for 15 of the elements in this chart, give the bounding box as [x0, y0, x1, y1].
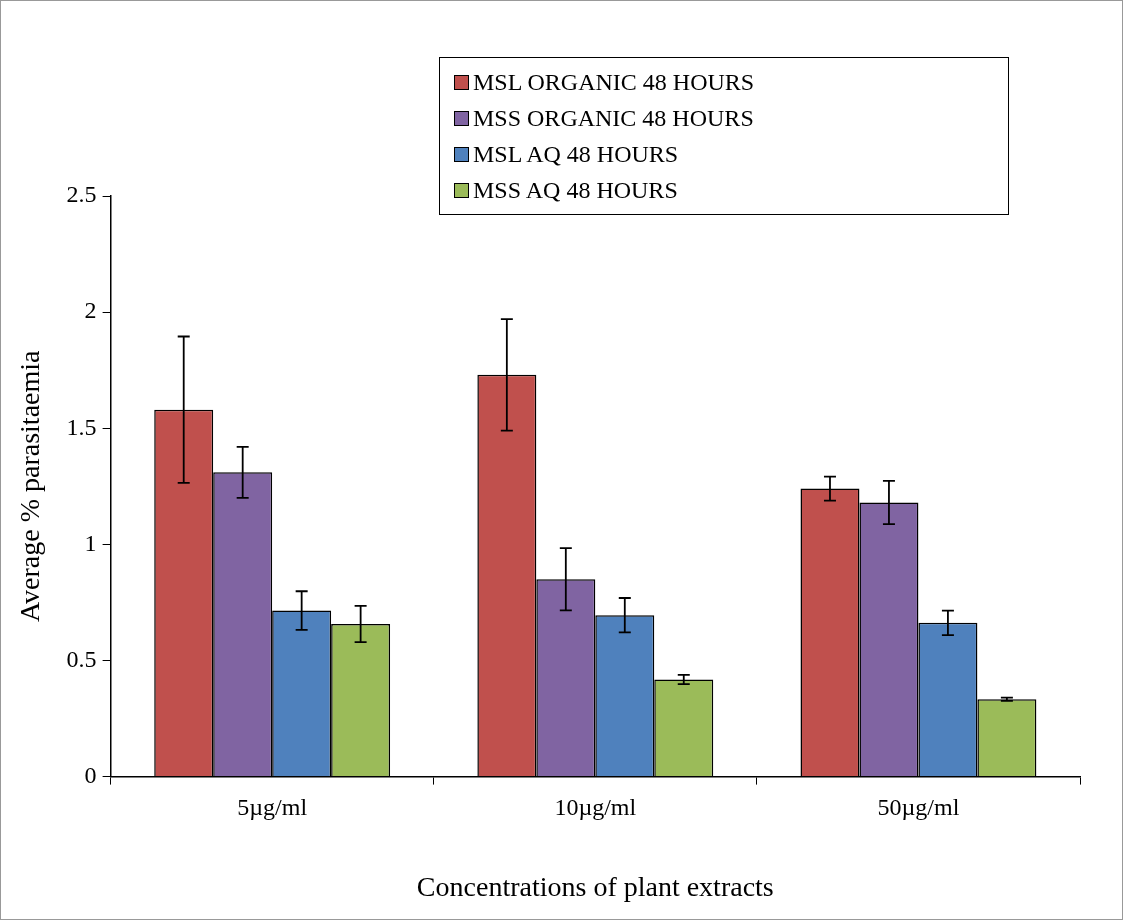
legend-label: MSS ORGANIC 48 HOURS	[473, 104, 754, 132]
y-tick-label: 2.5	[66, 181, 97, 208]
y-tick-label: 0	[84, 761, 97, 788]
x-tick-label: 10µg/ml	[554, 794, 637, 821]
y-axis-title: Average % parasitaemia	[14, 349, 46, 623]
legend-label: MSS AQ 48 HOURS	[473, 176, 678, 204]
legend-label: MSL AQ 48 HOURS	[473, 140, 679, 168]
y-tick-label: 2	[84, 297, 97, 324]
y-tick-label: 1	[84, 529, 97, 556]
x-tick-label: 5µg/ml	[237, 794, 308, 821]
x-axis-title: Concentrations of plant extracts	[416, 870, 774, 902]
legend-label: MSL ORGANIC 48 HOURS	[473, 68, 755, 96]
y-tick-label: 0.5	[66, 645, 97, 672]
y-tick-label: 1.5	[66, 413, 97, 440]
x-tick-label: 50µg/ml	[877, 794, 960, 821]
